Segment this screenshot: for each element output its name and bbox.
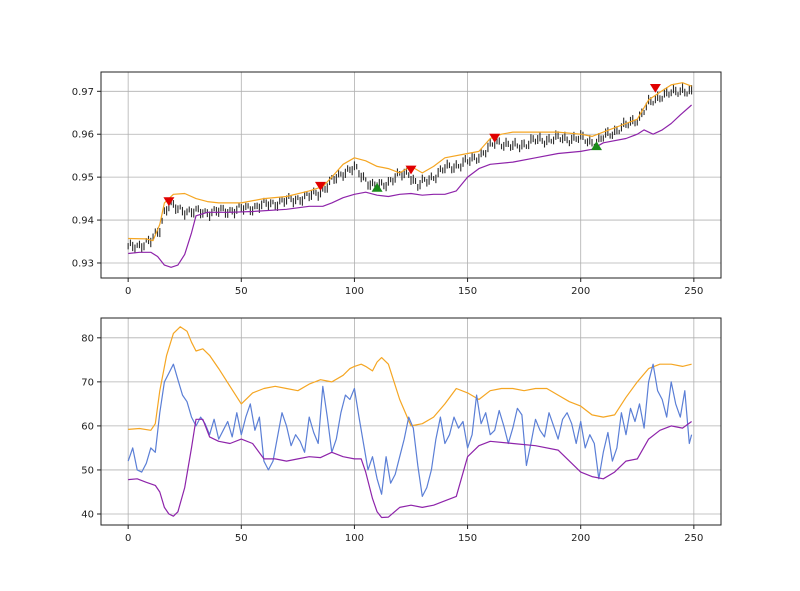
x-tick-label: 100 xyxy=(345,533,364,544)
y-tick-label: 0.95 xyxy=(72,173,94,184)
upper-line xyxy=(128,326,692,431)
indicator-line xyxy=(127,363,693,497)
x-tick-label: 250 xyxy=(684,533,703,544)
x-tick-label: 50 xyxy=(235,286,248,297)
y-tick-label: 70 xyxy=(81,377,94,388)
y-tick-label: 60 xyxy=(81,421,94,432)
y-tick-label: 80 xyxy=(81,333,94,344)
x-tick-label: 100 xyxy=(345,286,364,297)
sell-signal-marker xyxy=(489,133,501,143)
x-tick-label: 0 xyxy=(125,286,131,297)
indicator-chart: 0 50 100 150 200 250 40 50 60 70 80 xyxy=(81,317,722,544)
buy-signal-marker xyxy=(371,182,383,192)
sell-signal-marker xyxy=(649,84,661,93)
sell-signal-marker xyxy=(405,165,417,175)
y-tick-label: 0.93 xyxy=(72,258,94,269)
x-tick-label: 0 xyxy=(125,533,131,544)
buy-signal-marker xyxy=(591,141,602,151)
axes-frame xyxy=(100,317,722,526)
x-tick-label: 150 xyxy=(458,533,477,544)
sell-signal-marker xyxy=(315,181,326,191)
upper-line xyxy=(128,82,692,242)
x-tick-label: 250 xyxy=(684,286,703,297)
plot-area xyxy=(127,82,693,268)
price-chart: 0 50 100 150 200 250 0.93 0.94 0.95 0.96 0.97 xyxy=(72,71,722,297)
sell-signal-marker xyxy=(163,197,175,207)
y-tick-label: 0.94 xyxy=(72,216,94,227)
lower-line xyxy=(128,418,692,519)
plot-area xyxy=(127,326,693,519)
x-tick-label: 200 xyxy=(571,286,590,297)
x-tick-label: 200 xyxy=(571,533,590,544)
lower-line xyxy=(128,104,692,268)
x-tick-label: 150 xyxy=(458,286,477,297)
y-tick-label: 50 xyxy=(81,465,94,476)
y-tick-label: 0.96 xyxy=(72,130,94,141)
y-tick-label: 0.97 xyxy=(72,87,94,98)
axes-frame xyxy=(100,71,722,279)
x-tick-label: 50 xyxy=(235,533,248,544)
y-tick-label: 40 xyxy=(81,509,94,520)
